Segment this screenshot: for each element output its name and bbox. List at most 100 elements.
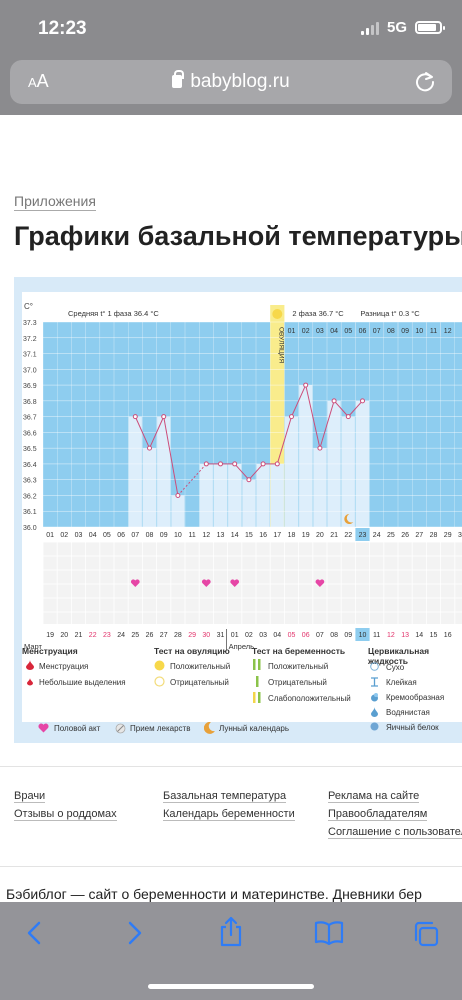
y-tick-label: 37.3 (23, 320, 37, 327)
y-tick-label: 36.8 (23, 399, 37, 406)
temp-point-17 (274, 461, 280, 467)
y-tick-label: 36.7 (23, 415, 37, 422)
legend-cervical-heading: Цервикальная жидкость (368, 646, 430, 666)
date-label: 22 (89, 632, 97, 639)
top-day-label: 11 (430, 328, 437, 335)
url-text: babyblog.ru (190, 71, 290, 92)
temp-point-13 (218, 461, 223, 467)
date-label: 19 (46, 632, 54, 639)
legend-intercourse: Половой акт (54, 724, 101, 733)
y-tick-label: 37.0 (23, 367, 37, 374)
legend-preg-weak: Слабоположительный (268, 694, 351, 703)
lock-icon (172, 70, 185, 88)
cycle-day-label: 13 (217, 532, 225, 539)
bookmarks-icon[interactable] (314, 920, 344, 946)
top-day-label: 09 (401, 328, 409, 335)
cycle-day-label: 29 (444, 532, 452, 539)
temp-bar-19 (299, 385, 313, 527)
y-tick-label: 36.5 (23, 446, 37, 453)
footer-link-calendar[interactable]: Календарь беременности (163, 808, 295, 821)
heart-marker-07 (130, 579, 140, 587)
signal-icon (360, 21, 379, 35)
cycle-day-label: 09 (160, 532, 168, 539)
cycle-day-label: 15 (245, 532, 253, 539)
temp-point-21 (331, 398, 337, 404)
cycle-day-label: 17 (273, 532, 281, 539)
cycle-day-label: 05 (103, 532, 111, 539)
footer-link-agreement[interactable]: Соглашение с пользователям (328, 826, 462, 839)
date-label: 08 (330, 632, 338, 639)
phase-header (43, 305, 462, 322)
tabs-icon[interactable] (412, 920, 440, 948)
footer-link-doctors[interactable]: Врачи (14, 790, 46, 803)
cycle-day-label: 23 (359, 532, 367, 539)
ovulation-sun-icon (272, 309, 283, 319)
date-label: 11 (373, 632, 380, 639)
ovulation-label: ОВУЛЯЦИЯ (277, 327, 284, 364)
cycle-day-label: 20 (316, 532, 324, 539)
address-bar[interactable]: AA babyblog.ru (10, 60, 452, 104)
top-day-label: 02 (302, 328, 310, 335)
temp-point-19 (303, 382, 309, 388)
reload-icon[interactable] (414, 70, 436, 92)
temp-segment (163, 416, 179, 496)
bbt-chart-container: 37.3 37.2 37.1 37.0 36.9 36.8 36.7 36.6 36.5 36.4… (14, 277, 462, 743)
breadcrumb[interactable]: Приложения (14, 193, 96, 211)
legend-preg-positive: Положительный (268, 662, 329, 671)
cycle-day-label: 24 (373, 532, 381, 539)
y-tick-label: 37.1 (23, 352, 37, 359)
legend-creamy: Кремообразная (386, 693, 445, 702)
temp-segment (234, 463, 250, 481)
footer-link-reviews[interactable]: Отзывы о роддомах (14, 808, 117, 821)
top-day-label: 07 (373, 328, 381, 335)
legend-sticky: Клейкая (386, 678, 417, 687)
date-label: 06 (302, 632, 310, 639)
status-icons: 5G (360, 19, 445, 36)
cycle-day-label: 07 (131, 532, 139, 539)
footer-link-rights[interactable]: Правообладателям (328, 808, 428, 821)
y-tick-label: 36.9 (23, 383, 37, 390)
temp-point-18 (289, 414, 294, 420)
text-size-button[interactable]: AA (28, 71, 49, 91)
cycle-day-label: 16 (259, 532, 267, 539)
url-display[interactable]: babyblog.ru (10, 70, 452, 93)
bbt-chart: 37.3 37.2 37.1 37.0 36.9 36.8 36.7 36.6 36.5 36.4… (22, 292, 462, 722)
date-label: 13 (401, 632, 409, 639)
share-icon[interactable] (218, 916, 244, 948)
legend-preg-negative: Отрицательный (268, 678, 327, 687)
date-label: 21 (75, 632, 83, 639)
date-label: 14 (415, 632, 423, 639)
site-description: Бэбиблог — сайт о беременности и материн… (6, 886, 422, 902)
y-tick-label: 36.4 (23, 462, 37, 469)
cycle-day-label: 25 (387, 532, 395, 539)
y-unit-label: С° (24, 302, 33, 311)
legend-ovulation-negative: Отрицательный (170, 678, 229, 687)
temp-point-15 (246, 477, 252, 483)
date-label: 31 (217, 632, 225, 639)
battery-icon (415, 21, 445, 34)
footer-divider-2 (0, 866, 462, 867)
footer-link-ads[interactable]: Реклама на сайте (328, 790, 420, 803)
date-label: 28 (174, 632, 182, 639)
temp-segment (248, 463, 264, 481)
highlight-date-cell (355, 628, 370, 641)
home-indicator (148, 984, 314, 989)
temp-bar-15 (242, 479, 256, 527)
forward-icon[interactable] (123, 920, 145, 946)
legend-pregnancy-test-heading: Тест на беременность (252, 646, 346, 656)
date-label: 15 (430, 632, 438, 639)
footer-divider (0, 766, 462, 767)
footer-link-basal[interactable]: Базальная температура (163, 790, 287, 803)
date-label: 05 (288, 632, 296, 639)
cycle-day-label: 19 (302, 532, 310, 539)
cycle-day-label: 28 (430, 532, 438, 539)
temp-segment (291, 384, 307, 417)
network-label: 5G (386, 19, 407, 36)
back-icon[interactable] (24, 920, 46, 946)
phase2-label: 2 фаза 36.7 °С (292, 309, 344, 318)
top-day-label: 01 (288, 328, 296, 335)
top-day-label: 12 (444, 328, 452, 335)
moon-marker (344, 514, 354, 524)
cycle-day-label: 02 (60, 532, 68, 539)
legend-lunar: Лунный календарь (219, 724, 290, 733)
